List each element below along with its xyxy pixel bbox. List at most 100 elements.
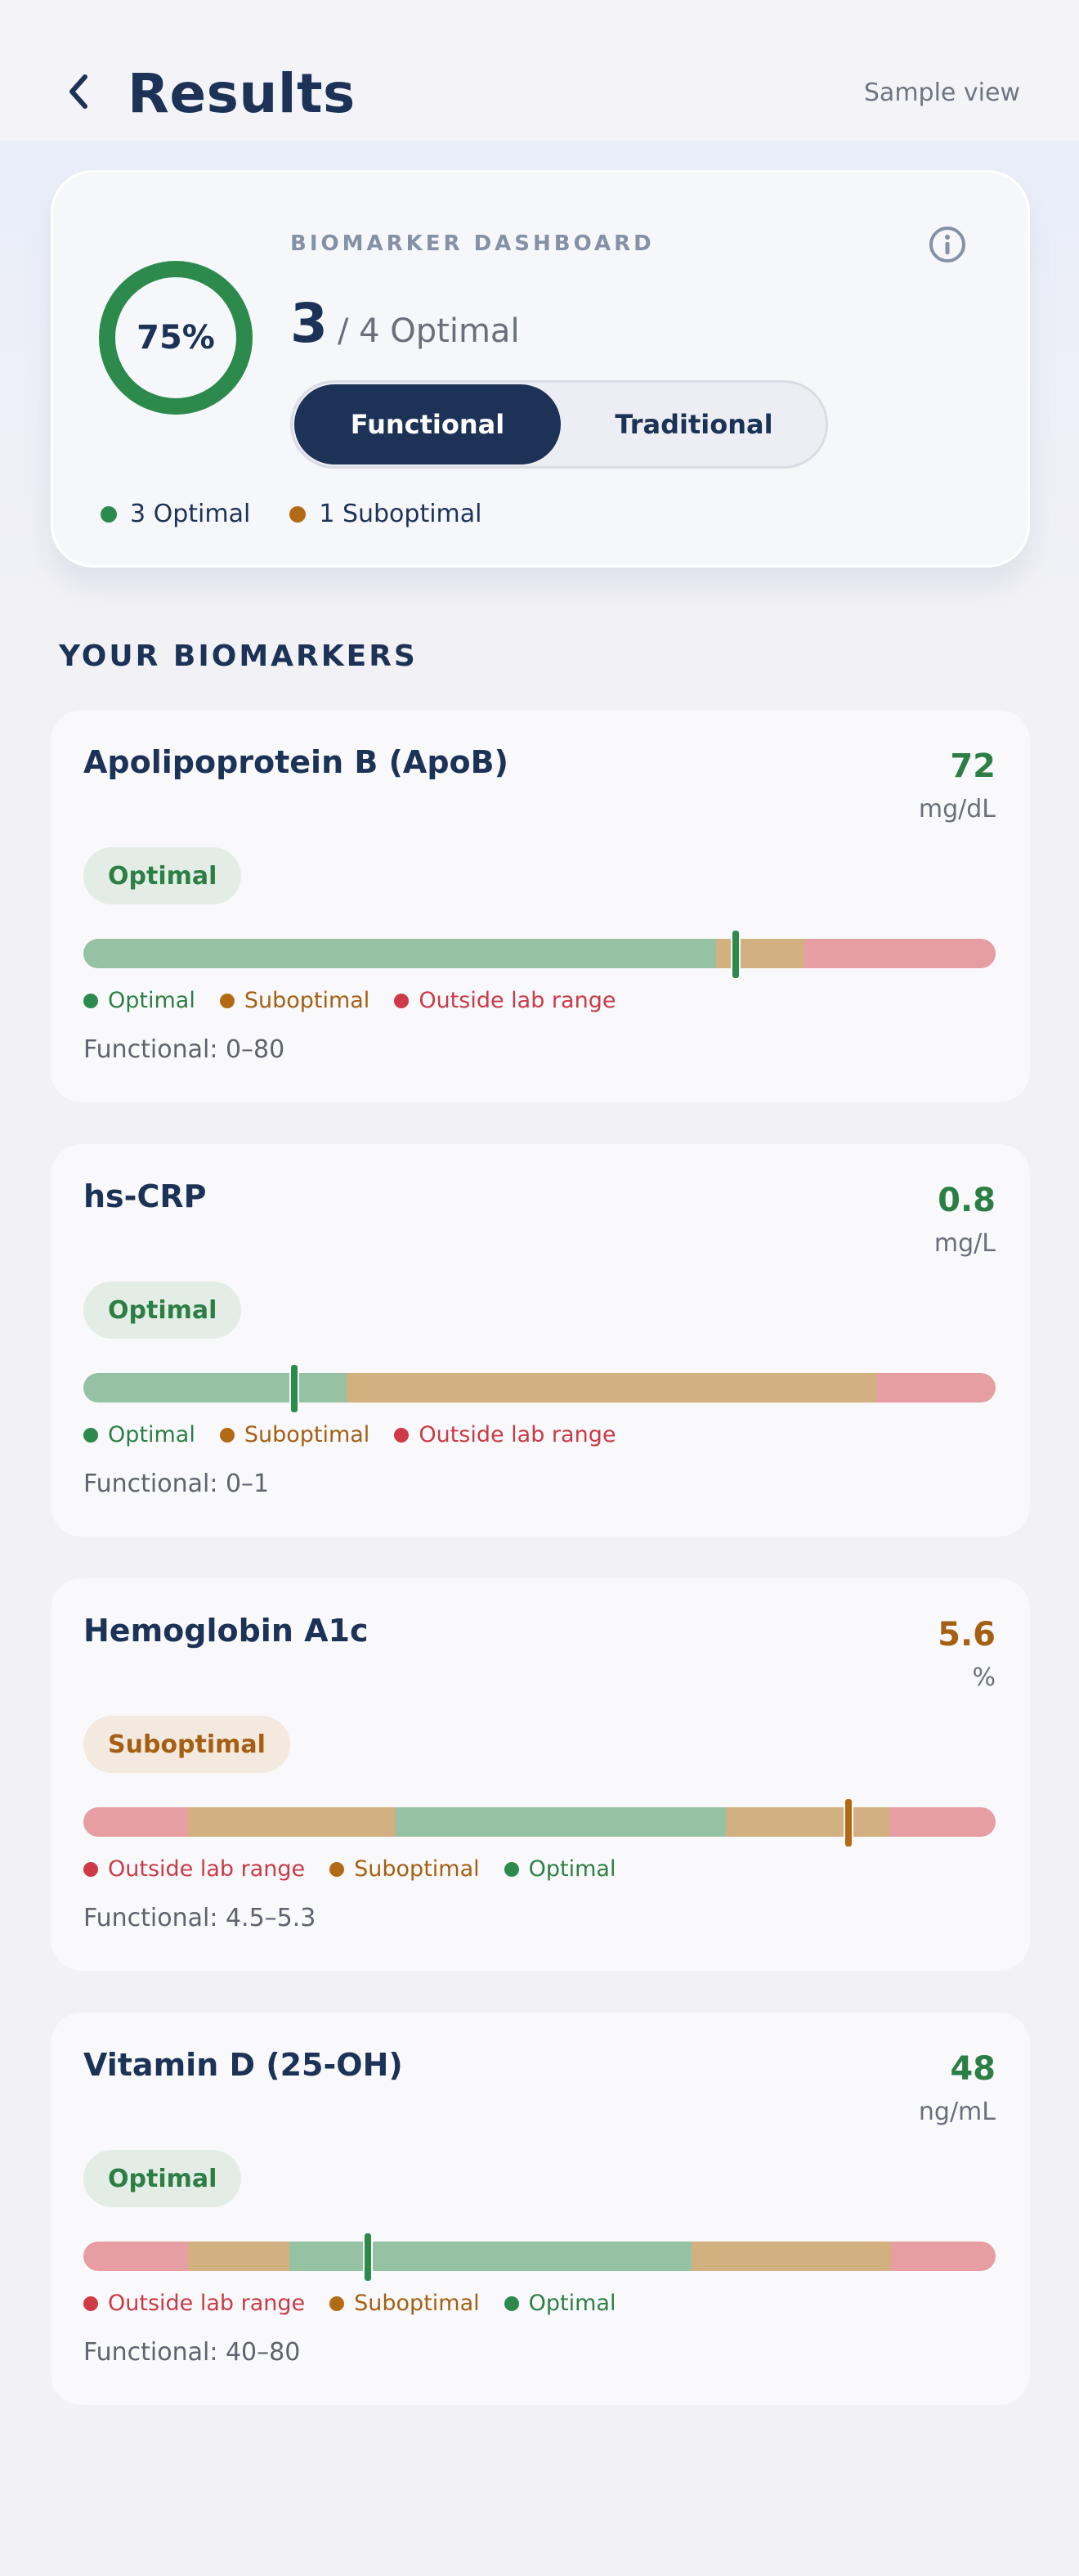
- biomarker-card[interactable]: hs-CRP 0.8 mg/L Optimal Optimal Suboptim…: [51, 1144, 1030, 1537]
- legend-suboptimal: Suboptimal: [329, 2291, 480, 2316]
- outside-dot-icon: [394, 993, 410, 1008]
- summary-optimal: 3 Optimal: [101, 500, 250, 528]
- legend-label: Suboptimal: [244, 988, 370, 1013]
- value-marker: [365, 2233, 371, 2281]
- legend-suboptimal: Suboptimal: [219, 988, 370, 1013]
- legend-optimal: Optimal: [504, 2291, 616, 2316]
- suboptimal-dot-icon: [219, 993, 235, 1008]
- legend-outside: Outside lab range: [394, 1422, 616, 1447]
- biomarker-name: Hemoglobin A1c: [83, 1613, 369, 1649]
- dashboard-card: 75% BIOMARKER DASHBOARD 3 / 4 Optimal Fu…: [51, 170, 1030, 568]
- status-badge: Optimal: [83, 2150, 242, 2207]
- legend-label: Optimal: [108, 988, 195, 1013]
- range-segment-outside-low: [83, 1807, 188, 1837]
- optimal-dot-icon: [83, 993, 98, 1008]
- range-segment-outside: [804, 939, 996, 968]
- functional-tab[interactable]: Functional: [294, 384, 561, 464]
- range-segment-outside-high: [889, 1807, 996, 1837]
- outside-dot-icon: [394, 1427, 410, 1443]
- legend-label: Outside lab range: [108, 1856, 306, 1882]
- biomarker-unit: %: [972, 1663, 996, 1692]
- biomarker-value: 72: [950, 747, 996, 785]
- biomarker-value: 48: [950, 2050, 996, 2088]
- legend-label: Optimal: [108, 1422, 195, 1447]
- biomarker-name: hs-CRP: [83, 1178, 207, 1214]
- legend-label: Optimal: [528, 1856, 616, 1882]
- legend-optimal: Optimal: [83, 988, 195, 1013]
- legend-label: Optimal: [528, 2291, 616, 2316]
- optimal-dot-icon: [504, 2296, 519, 2311]
- section-title: YOUR BIOMARKERS: [59, 640, 418, 673]
- summary-suboptimal-label: 1 Suboptimal: [319, 500, 482, 528]
- back-button[interactable]: [54, 67, 103, 116]
- range-legend: Outside lab range Suboptimal Optimal: [83, 1856, 616, 1882]
- legend-outside: Outside lab range: [83, 2291, 305, 2316]
- range-segment-suboptimal-low: [188, 2242, 289, 2271]
- range-segment-optimal: [83, 1373, 347, 1402]
- traditional-tab[interactable]: Traditional: [615, 409, 773, 440]
- legend-label: Suboptimal: [244, 1422, 370, 1447]
- biomarker-value: 0.8: [938, 1182, 996, 1219]
- range-segment-outside-low: [83, 2242, 188, 2271]
- legend-suboptimal: Suboptimal: [329, 1856, 480, 1882]
- status-badge: Optimal: [83, 1281, 242, 1339]
- range-legend: Optimal Suboptimal Outside lab range: [83, 1422, 616, 1447]
- biomarker-card[interactable]: Apolipoprotein B (ApoB) 72 mg/dL Optimal…: [51, 710, 1030, 1102]
- suboptimal-dot-icon: [289, 505, 307, 523]
- range-segment-outside-high: [891, 2242, 996, 2271]
- legend-optimal: Optimal: [83, 1422, 195, 1447]
- biomarker-card[interactable]: Vitamin D (25-OH) 48 ng/mL Optimal Outsi…: [51, 2013, 1030, 2405]
- functional-range: Functional: 0–1: [83, 1470, 270, 1498]
- biomarker-name: Vitamin D (25-OH): [83, 2047, 403, 2083]
- suboptimal-dot-icon: [329, 2296, 345, 2311]
- biomarker-card[interactable]: Hemoglobin A1c 5.6 % Suboptimal Outside …: [51, 1578, 1030, 1971]
- range-segment-optimal: [289, 2242, 692, 2271]
- optimal-total: / 4 Optimal: [337, 312, 520, 350]
- suboptimal-dot-icon: [329, 1861, 345, 1877]
- range-segment-suboptimal-high: [692, 2242, 891, 2271]
- info-button[interactable]: [926, 223, 969, 266]
- summary-suboptimal: 1 Suboptimal: [289, 500, 482, 528]
- optimal-score: 3 / 4 Optimal: [290, 292, 520, 355]
- summary-optimal-label: 3 Optimal: [130, 500, 251, 528]
- value-marker: [291, 1365, 298, 1412]
- optimal-dot-icon: [504, 1861, 519, 1877]
- range-segment-outside: [876, 1373, 996, 1402]
- status-summary: 3 Optimal 1 Suboptimal: [101, 500, 482, 528]
- range-segment-suboptimal: [716, 939, 804, 968]
- functional-range: Functional: 0–80: [83, 1035, 285, 1064]
- optimal-count: 3: [290, 292, 328, 355]
- range-bar: [83, 2242, 996, 2271]
- legend-label: Suboptimal: [354, 2291, 480, 2316]
- donut-percent: 75%: [137, 319, 215, 357]
- legend-outside: Outside lab range: [394, 988, 616, 1013]
- functional-range: Functional: 40–80: [83, 2338, 301, 2367]
- range-legend: Optimal Suboptimal Outside lab range: [83, 988, 616, 1013]
- range-segment-suboptimal-high: [726, 1807, 889, 1837]
- range-mode-toggle: Functional Traditional: [290, 380, 828, 469]
- outside-dot-icon: [83, 1861, 98, 1877]
- suboptimal-dot-icon: [219, 1427, 235, 1443]
- legend-label: Outside lab range: [419, 988, 616, 1013]
- functional-range: Functional: 4.5–5.3: [83, 1904, 316, 1932]
- range-segment-suboptimal: [347, 1373, 876, 1402]
- info-icon: [929, 227, 965, 263]
- legend-optimal: Optimal: [504, 1856, 616, 1882]
- value-marker: [845, 1799, 852, 1847]
- optimal-dot-icon: [83, 1427, 98, 1443]
- optimal-dot-icon: [101, 505, 117, 523]
- legend-suboptimal: Suboptimal: [219, 1422, 370, 1447]
- range-segment-suboptimal-low: [188, 1807, 396, 1837]
- legend-label: Outside lab range: [108, 2291, 306, 2316]
- optimal-donut-chart: [99, 261, 253, 415]
- range-segment-optimal: [83, 939, 716, 968]
- range-bar: [83, 939, 996, 968]
- range-legend: Outside lab range Suboptimal Optimal: [83, 2291, 616, 2316]
- value-marker: [732, 931, 739, 978]
- range-bar: [83, 1807, 996, 1837]
- biomarker-unit: mg/L: [933, 1229, 996, 1258]
- legend-label: Suboptimal: [354, 1856, 480, 1882]
- top-bar: [0, 0, 1079, 141]
- biomarker-name: Apolipoprotein B (ApoB): [83, 744, 508, 780]
- biomarker-unit: ng/mL: [918, 2098, 996, 2126]
